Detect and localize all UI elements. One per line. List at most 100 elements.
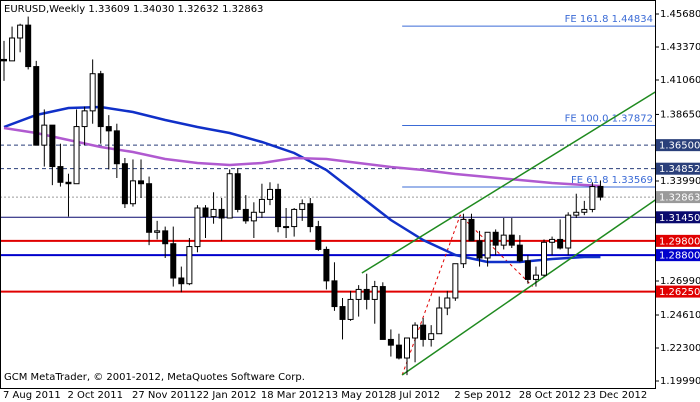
- candle-body: [500, 234, 507, 246]
- price-level-label: 1.31450: [659, 213, 700, 224]
- y-tick-label: 1.22300: [660, 343, 700, 354]
- x-tick-label: 18 Mar 2012: [261, 390, 324, 401]
- fibo-label: FE 161.8 1.44834: [565, 14, 653, 25]
- candle-body: [210, 208, 217, 218]
- candle-body: [492, 231, 499, 246]
- candle-body: [283, 226, 290, 229]
- x-tick-label: 2 Sep 2012: [454, 390, 511, 401]
- x-tick-label: 8 Jul 2012: [390, 390, 440, 401]
- candle-body: [73, 126, 80, 185]
- x-tick-label: 27 Nov 2011: [132, 390, 196, 401]
- candle-body: [113, 130, 120, 165]
- close-value: 1.32863: [222, 4, 263, 15]
- watermark: GCM MetaTrader, © 2001-2012, MetaQuotes …: [4, 372, 305, 383]
- candle-body: [105, 126, 112, 132]
- candle-body: [524, 260, 531, 280]
- candle-body: [178, 277, 185, 285]
- candle-body: [202, 207, 209, 218]
- fibo-label: FE 100.0 1.37872: [565, 114, 653, 125]
- y-tick-label: 1.45680: [660, 9, 700, 20]
- candle-body: [81, 110, 88, 128]
- price-level-label: 1.34852: [659, 164, 700, 175]
- candle-body: [25, 24, 32, 68]
- candle-body: [41, 124, 48, 146]
- fibo-path: [401, 214, 534, 376]
- candle-body: [299, 203, 306, 210]
- candle-body: [154, 230, 161, 233]
- candle-body: [460, 218, 467, 265]
- candle-body: [428, 333, 435, 340]
- price-level-label: 1.26250: [659, 287, 700, 298]
- candle-body: [347, 298, 354, 320]
- x-tick-label: 22 Jan 2012: [196, 390, 256, 401]
- price-level-box: [656, 162, 700, 175]
- candle-body: [138, 180, 145, 185]
- candle-body: [57, 166, 64, 183]
- candle-body: [218, 208, 225, 219]
- candle-body: [484, 231, 491, 259]
- price-level-label: 1.28800: [659, 251, 700, 262]
- candle-body: [291, 208, 298, 228]
- price-level-box: [656, 191, 700, 204]
- candle-body: [355, 288, 362, 300]
- y-tick-label: 1.24610: [660, 310, 700, 321]
- candle-body: [250, 211, 257, 222]
- candle-body: [258, 198, 265, 213]
- x-tick-label: 28 Oct 2012: [519, 390, 581, 401]
- candle-body: [395, 344, 402, 359]
- candle-body: [242, 208, 249, 222]
- price-level-label: 1.36500: [659, 141, 700, 152]
- fibo-label: FE 61.8 1.33569: [571, 175, 653, 186]
- y-tick-label: 1.41060: [660, 75, 700, 86]
- candle-body: [49, 124, 56, 168]
- candle-body: [121, 163, 128, 205]
- candle-body: [234, 173, 241, 210]
- candle-body: [186, 246, 193, 285]
- x-tick-label: 13 May 2012: [325, 390, 390, 401]
- candle-body: [170, 243, 177, 279]
- candle-body: [468, 218, 475, 242]
- candle-body: [476, 240, 483, 259]
- candle-body: [573, 211, 580, 216]
- trend-channel: [401, 199, 656, 376]
- plot-frame: [0, 0, 656, 389]
- candle-body: [387, 338, 394, 346]
- candle-body: [549, 238, 556, 243]
- candle-body: [146, 183, 153, 233]
- x-tick-label: 2 Oct 2011: [67, 390, 122, 401]
- candle-body: [557, 238, 564, 249]
- y-tick-label: 1.19990: [660, 376, 700, 387]
- chart-title: EURUSD,Weekly: [4, 4, 85, 15]
- candle-body: [436, 307, 443, 335]
- candle-body: [420, 324, 427, 340]
- trend-channel: [361, 91, 656, 274]
- price-level-box: [656, 249, 700, 262]
- candle-body: [581, 208, 588, 213]
- open-value: 1.33609: [88, 4, 129, 15]
- candle-body: [597, 185, 604, 198]
- candle-body: [129, 180, 136, 205]
- low-value: 1.32632: [178, 4, 219, 15]
- candle-body: [65, 181, 72, 185]
- candle-body: [323, 248, 330, 282]
- plot-area: FE 161.8 1.44834 FE 100.0 1.37872 FE 61.8 …: [0, 14, 656, 376]
- candle-body: [589, 186, 596, 210]
- chart-header: EURUSD,Weekly 1.33609 1.34030 1.32632 1.…: [4, 4, 263, 15]
- candle-body: [404, 337, 410, 359]
- x-tick-label: 7 Aug 2011: [3, 390, 61, 401]
- candle-body: [379, 286, 386, 340]
- y-tick-label: 1.33990: [660, 176, 700, 187]
- candle-body: [1, 58, 7, 62]
- candle-body: [532, 274, 539, 280]
- candle-body: [194, 207, 201, 248]
- candle-body: [275, 188, 282, 228]
- candle-body: [516, 244, 523, 262]
- candle-body: [339, 306, 346, 320]
- price-level-label: 1.29800: [659, 236, 700, 247]
- x-tick-label: 23 Dec 2012: [583, 390, 647, 401]
- candle-body: [452, 263, 459, 299]
- candle-body: [17, 24, 24, 39]
- candle-body: [162, 230, 169, 245]
- y-tick-label: 1.26990: [660, 276, 700, 287]
